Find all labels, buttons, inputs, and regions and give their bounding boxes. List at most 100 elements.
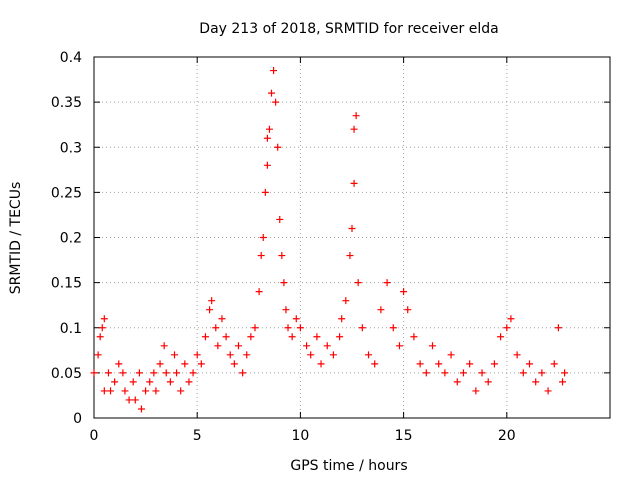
data-point	[441, 369, 449, 377]
y-tick-label: 0.35	[51, 95, 82, 111]
data-point	[342, 297, 350, 305]
data-point	[459, 369, 467, 377]
data-point	[416, 360, 424, 368]
data-point	[131, 396, 139, 404]
data-point	[383, 279, 391, 287]
data-point	[270, 67, 278, 75]
data-point	[323, 342, 331, 350]
data-point	[119, 369, 127, 377]
data-point	[255, 288, 263, 296]
data-point	[100, 315, 108, 323]
data-point	[181, 360, 189, 368]
data-point	[561, 369, 569, 377]
data-point	[226, 351, 234, 359]
y-axis-label: SRMTID / TECUs	[8, 182, 24, 295]
data-point	[265, 125, 273, 133]
data-point	[274, 143, 282, 151]
data-point	[100, 387, 108, 395]
data-point	[317, 360, 325, 368]
data-point	[243, 351, 251, 359]
data-point	[435, 360, 443, 368]
data-point	[115, 360, 123, 368]
data-point	[371, 360, 379, 368]
data-point	[484, 378, 492, 386]
data-point	[197, 360, 205, 368]
data-point	[292, 315, 300, 323]
data-point	[150, 369, 158, 377]
data-point	[329, 351, 337, 359]
data-point	[350, 125, 358, 133]
data-point	[96, 333, 104, 341]
y-tick-label: 0.4	[60, 50, 82, 66]
data-point	[354, 279, 362, 287]
axes: 0 5 10 15 20 0 0.05 0.1 0.15 0.2 0.25 0.3 0.35 0.4	[51, 50, 611, 444]
data-point	[538, 369, 546, 377]
data-point	[107, 387, 115, 395]
y-tick-label: 0.15	[51, 276, 82, 292]
data-point	[121, 387, 129, 395]
data-point	[313, 333, 321, 341]
data-point	[162, 369, 170, 377]
data-point	[447, 351, 455, 359]
data-point	[497, 333, 505, 341]
data-point	[466, 360, 474, 368]
data-point	[422, 369, 430, 377]
data-point	[263, 134, 271, 142]
data-point	[276, 215, 284, 223]
data-point	[125, 396, 133, 404]
data-point	[201, 333, 209, 341]
x-tick-label: 5	[193, 428, 202, 444]
y-tick-label: 0.1	[60, 321, 82, 337]
data-point	[104, 369, 112, 377]
data-point	[336, 333, 344, 341]
data-point	[156, 360, 164, 368]
data-point	[193, 351, 201, 359]
data-point	[358, 324, 366, 332]
data-point	[428, 342, 436, 350]
data-point	[550, 360, 558, 368]
data-point	[214, 342, 222, 350]
data-point	[389, 324, 397, 332]
data-point	[208, 297, 216, 305]
data-point	[160, 342, 168, 350]
x-tick-label: 0	[90, 428, 99, 444]
data-point	[129, 378, 137, 386]
data-point	[98, 324, 106, 332]
data-point	[365, 351, 373, 359]
data-point	[352, 112, 360, 120]
data-point	[239, 369, 247, 377]
data-point	[170, 351, 178, 359]
data-point	[222, 333, 230, 341]
data-points	[90, 67, 569, 413]
x-tick-label: 10	[291, 428, 309, 444]
data-point	[507, 315, 515, 323]
data-point	[146, 378, 154, 386]
data-point	[261, 188, 269, 196]
data-point	[137, 405, 145, 413]
data-point	[251, 324, 259, 332]
data-point	[230, 360, 238, 368]
data-point	[346, 252, 354, 260]
data-point	[532, 378, 540, 386]
data-point	[377, 306, 385, 314]
data-point	[94, 351, 102, 359]
data-point	[212, 324, 220, 332]
data-point	[259, 234, 267, 241]
y-tick-label: 0.2	[60, 231, 82, 247]
data-point	[526, 360, 534, 368]
data-point	[152, 387, 160, 395]
y-tick-label: 0	[73, 411, 82, 427]
data-point	[90, 369, 98, 377]
data-point	[288, 333, 296, 341]
data-point	[280, 279, 288, 287]
data-point	[247, 333, 255, 341]
data-point	[268, 89, 276, 97]
data-point	[544, 387, 552, 395]
data-point	[395, 342, 403, 350]
data-point	[185, 378, 193, 386]
data-point	[559, 378, 567, 386]
data-point	[296, 324, 304, 332]
data-point	[282, 306, 290, 314]
data-point	[218, 315, 226, 323]
